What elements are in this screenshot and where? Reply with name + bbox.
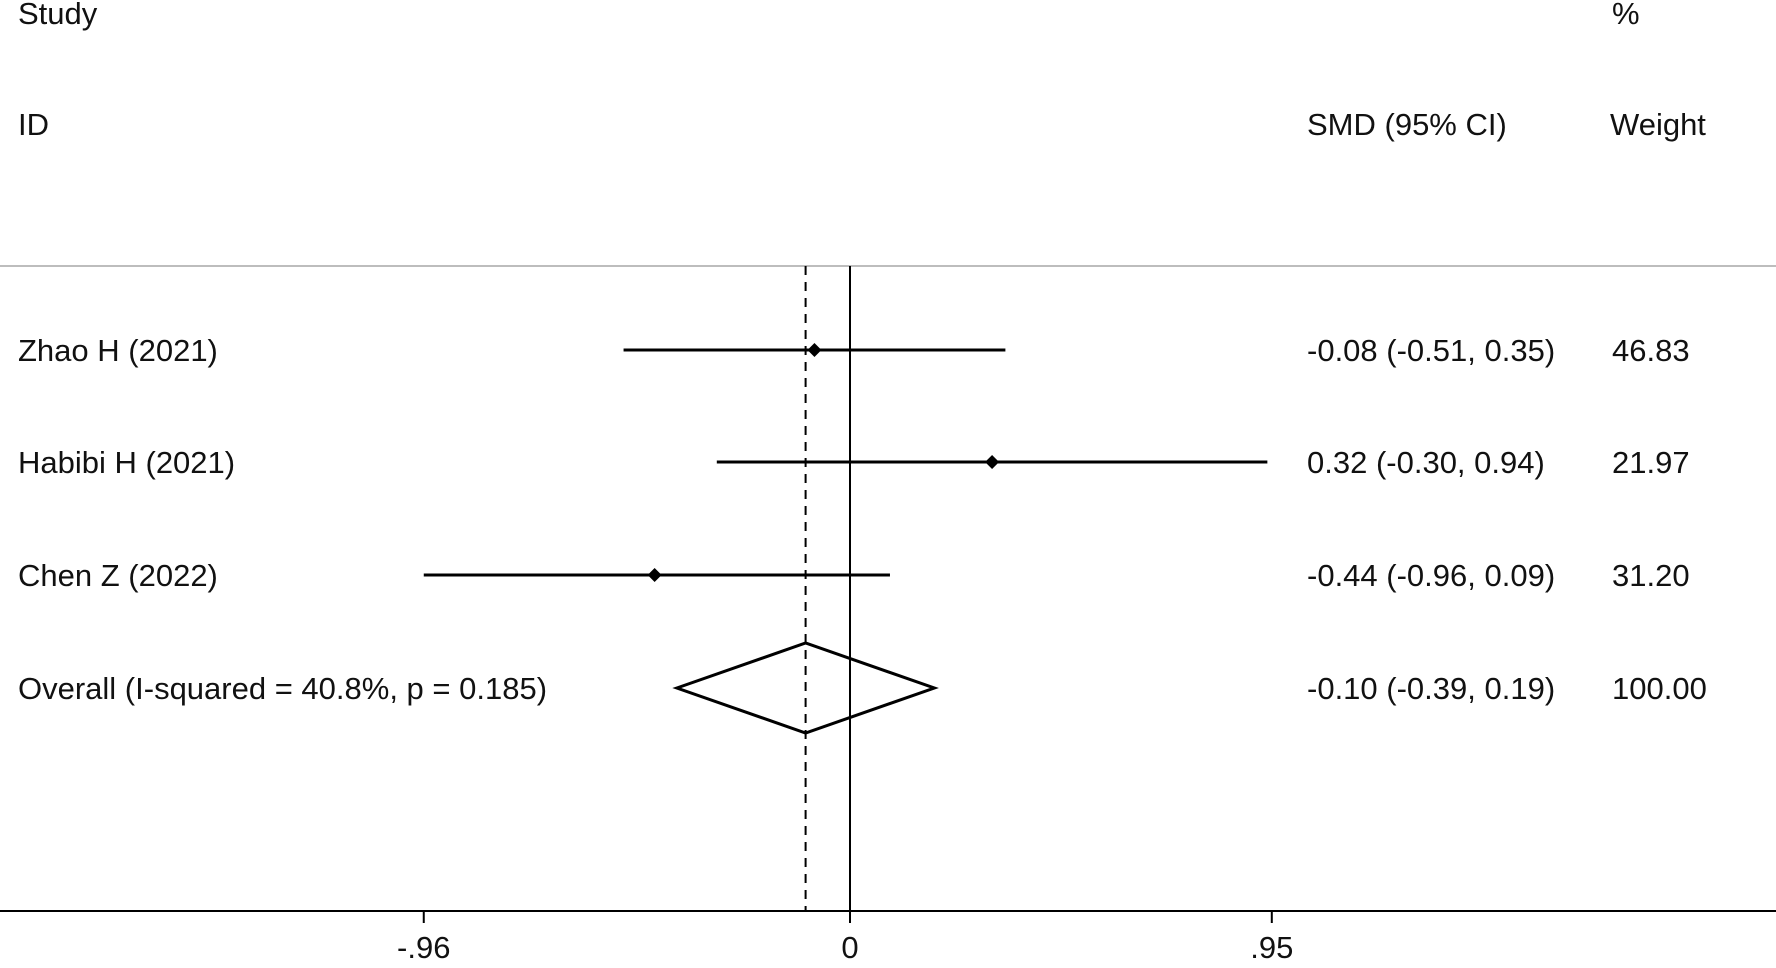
study-rows: Zhao H (2021) -0.08 (-0.51, 0.35) 46.83 Hab… — [18, 333, 1690, 593]
study-point-estimate — [807, 343, 822, 357]
header-study-label: Study — [18, 0, 98, 31]
x-tick-label: .95 — [1250, 930, 1293, 965]
study-point-estimate — [647, 568, 662, 582]
study-label: Zhao H (2021) — [18, 333, 218, 368]
study-weight-text: 21.97 — [1612, 445, 1690, 480]
overall-effect-text: -0.10 (-0.39, 0.19) — [1307, 671, 1555, 706]
header-effect-label: SMD (95% CI) — [1307, 107, 1507, 142]
x-tick-label: 0 — [841, 930, 858, 965]
header-id-label: ID — [18, 107, 49, 142]
study-effect-text: -0.08 (-0.51, 0.35) — [1307, 333, 1555, 368]
x-axis-ticks: -.96 0 .95 — [397, 911, 1293, 965]
overall-label: Overall (I-squared = 40.8%, p = 0.185) — [18, 671, 547, 706]
overall-diamond — [672, 641, 939, 735]
study-weight-text: 46.83 — [1612, 333, 1690, 368]
study-effect-text: 0.32 (-0.30, 0.94) — [1307, 445, 1545, 480]
study-effect-text: -0.44 (-0.96, 0.09) — [1307, 558, 1555, 593]
header-weight-label: Weight — [1610, 107, 1706, 142]
overall-row: Overall (I-squared = 40.8%, p = 0.185) -0… — [18, 641, 1707, 735]
study-label: Chen Z (2022) — [18, 558, 218, 593]
study-label: Habibi H (2021) — [18, 445, 235, 480]
overall-weight-text: 100.00 — [1612, 671, 1707, 706]
header-percent-label: % — [1612, 0, 1640, 31]
study-weight-text: 31.20 — [1612, 558, 1690, 593]
study-point-estimate — [985, 455, 1000, 469]
x-tick-label: -.96 — [397, 930, 450, 965]
